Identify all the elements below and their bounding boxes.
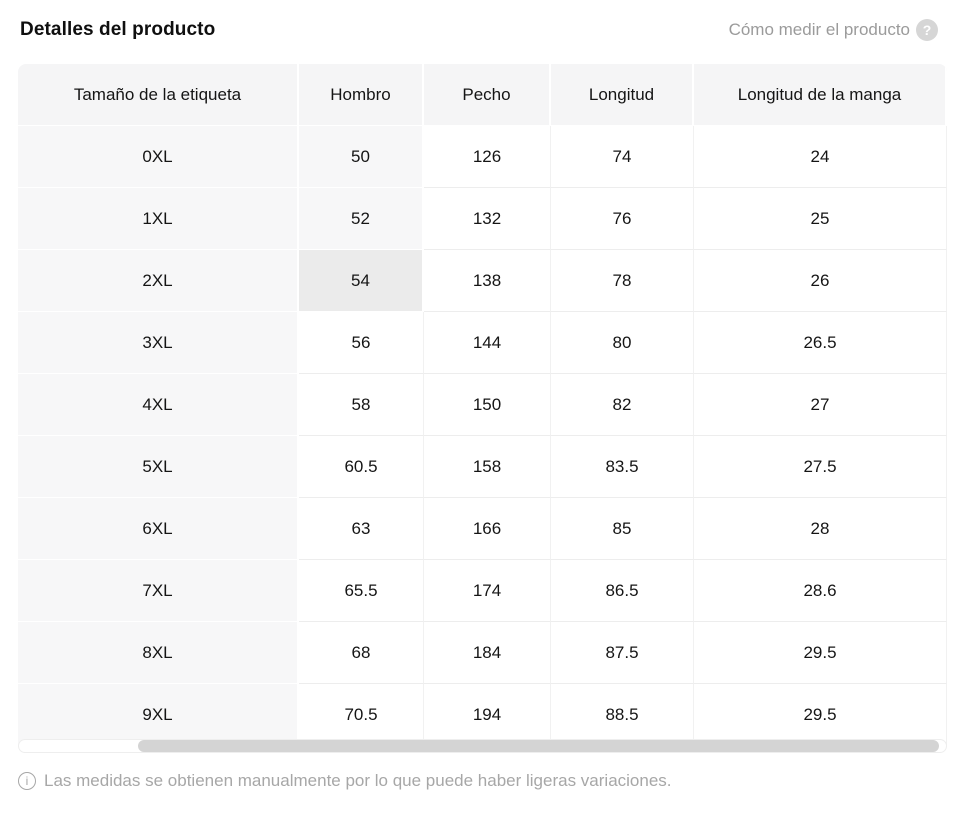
info-icon: i [18,772,36,790]
table-cell: 74 [551,126,694,188]
how-to-measure-link[interactable]: Cómo medir el producto ? [729,19,938,41]
measurement-note-text: Las medidas se obtienen manualmente por … [44,771,672,790]
table-cell: 166 [424,498,551,560]
table-cell: 85 [551,498,694,560]
table-cell: 150 [424,374,551,436]
table-cell: 56 [299,312,424,374]
table-cell: 26.5 [694,312,947,374]
table-cell: 184 [424,622,551,684]
table-cell: 80 [551,312,694,374]
size-row-1xl: 1XL 52 132 76 25 [18,188,947,250]
table-cell: 1XL [18,188,299,250]
table-cell: 26 [694,250,947,312]
table-cell: 88.5 [551,684,694,746]
table-cell: 52 [299,188,424,250]
question-mark-icon[interactable]: ? [916,19,938,41]
table-cell: 28 [694,498,947,560]
table-cell: 87.5 [551,622,694,684]
size-row-8xl: 8XL 68 184 87.5 29.5 [18,622,947,684]
size-row-0xl: 0XL 50 126 74 24 [18,126,947,188]
table-header-row: Tamaño de la etiqueta Hombro Pecho Longitud… [18,64,947,126]
size-row-3xl: 3XL 56 144 80 26.5 [18,312,947,374]
table-cell: 54 [299,250,424,312]
table-cell: 58 [299,374,424,436]
table-cell: 8XL [18,622,299,684]
table-cell: 174 [424,560,551,622]
table-cell: 158 [424,436,551,498]
column-header-hombro: Hombro [299,64,424,126]
table-cell: 60.5 [299,436,424,498]
column-header-longitud-de-la-manga: Longitud de la manga [694,64,947,126]
table-cell: 126 [424,126,551,188]
table-cell: 6XL [18,498,299,560]
measurement-note: i Las medidas se obtienen manualmente po… [18,771,938,791]
table-cell: 2XL [18,250,299,312]
table-cell: 9XL [18,684,299,746]
table-cell: 24 [694,126,947,188]
table-cell: 194 [424,684,551,746]
column-header-pecho: Pecho [424,64,551,126]
table-cell: 29.5 [694,684,947,746]
table-cell: 50 [299,126,424,188]
table-cell: 78 [551,250,694,312]
table-cell: 0XL [18,126,299,188]
table-cell: 25 [694,188,947,250]
table-cell: 68 [299,622,424,684]
size-row-5xl: 5XL 60.5 158 83.5 27.5 [18,436,947,498]
size-chart-table: Tamaño de la etiqueta Hombro Pecho Longitud… [18,64,947,746]
table-cell: 144 [424,312,551,374]
table-cell: 83.5 [551,436,694,498]
horizontal-scrollbar[interactable] [18,739,947,753]
table-cell: 138 [424,250,551,312]
column-header-longitud: Longitud [551,64,694,126]
table-cell: 132 [424,188,551,250]
table-cell: 27 [694,374,947,436]
table-cell: 3XL [18,312,299,374]
table-cell: 70.5 [299,684,424,746]
column-header-size-label: Tamaño de la etiqueta [18,64,299,126]
table-cell: 5XL [18,436,299,498]
panel-header: Detalles del producto Cómo medir el prod… [0,0,968,41]
table-cell: 65.5 [299,560,424,622]
table-cell: 63 [299,498,424,560]
table-cell: 76 [551,188,694,250]
size-row-6xl: 6XL 63 166 85 28 [18,498,947,560]
how-to-measure-label: Cómo medir el producto [728,20,910,39]
table-cell: 4XL [18,374,299,436]
scrollbar-thumb[interactable] [138,740,939,752]
size-row-2xl: 2XL 54 138 78 26 [18,250,947,312]
table-cell: 7XL [18,560,299,622]
page-title: Detalles del producto [20,19,216,40]
table-cell: 28.6 [694,560,947,622]
size-row-4xl: 4XL 58 150 82 27 [18,374,947,436]
table-cell: 27.5 [694,436,947,498]
size-row-9xl: 9XL 70.5 194 88.5 29.5 [18,684,947,746]
product-details-panel: Detalles del producto Cómo medir el prod… [0,0,968,791]
size-row-7xl: 7XL 65.5 174 86.5 28.6 [18,560,947,622]
size-table: Tamaño de la etiqueta Hombro Pecho Longitud… [18,64,947,746]
table-cell: 82 [551,374,694,436]
table-cell: 86.5 [551,560,694,622]
table-cell: 29.5 [694,622,947,684]
